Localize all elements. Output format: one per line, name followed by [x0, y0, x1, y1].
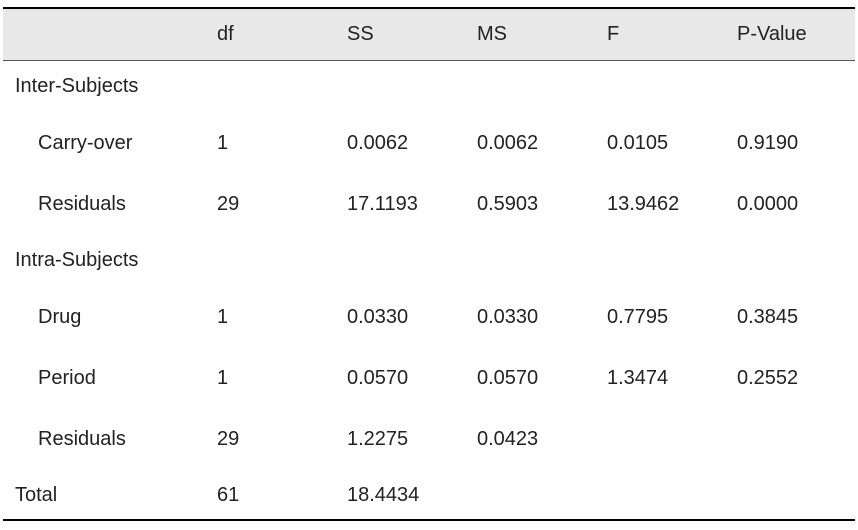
- cell: 29: [217, 428, 240, 450]
- cell: 0.2552: [737, 367, 799, 389]
- cell: 0.7795: [607, 306, 669, 328]
- cell: 1.2275: [347, 428, 409, 450]
- cell: 0.5903: [477, 193, 539, 215]
- column-header: df: [217, 23, 234, 45]
- group-label: Inter-Subjects: [15, 75, 139, 97]
- cell: 29: [217, 193, 240, 215]
- cell: 0.0105: [607, 132, 669, 154]
- cell: 0.9190: [737, 132, 799, 154]
- row-label: Period: [38, 367, 96, 389]
- cell: 61: [217, 484, 240, 506]
- cell: 1: [217, 367, 229, 389]
- row-label: Drug: [38, 306, 82, 328]
- row-label: Carry-over: [38, 132, 133, 154]
- cell: 18.4434: [347, 484, 420, 506]
- row-label: Residuals: [38, 428, 126, 450]
- cell: 0.0423: [477, 428, 539, 450]
- top-rule: [3, 7, 855, 9]
- row-label: Residuals: [38, 193, 126, 215]
- column-header: P-Value: [737, 23, 807, 45]
- cell: 0.0062: [347, 132, 409, 154]
- cell: 0.0570: [477, 367, 539, 389]
- cell: 0.0330: [477, 306, 539, 328]
- column-header: MS: [477, 23, 507, 45]
- group-label: Intra-Subjects: [15, 249, 139, 271]
- column-header: SS: [347, 23, 374, 45]
- header-background: [3, 9, 855, 60]
- bottom-rule: [3, 519, 855, 521]
- cell: 17.1193: [347, 193, 418, 215]
- row-label: Total: [15, 484, 58, 506]
- header-rule: [3, 60, 855, 61]
- cell: 0.0062: [477, 132, 539, 154]
- cell: 1: [217, 132, 229, 154]
- cell: 0.3845: [737, 306, 799, 328]
- cell: 1.3474: [607, 367, 669, 389]
- cell: 0.0570: [347, 367, 409, 389]
- cell: 13.9462: [607, 193, 680, 215]
- cell: 1: [217, 306, 229, 328]
- cell: 0.0330: [347, 306, 409, 328]
- cell: 0.0000: [737, 193, 799, 215]
- column-header: F: [607, 23, 620, 45]
